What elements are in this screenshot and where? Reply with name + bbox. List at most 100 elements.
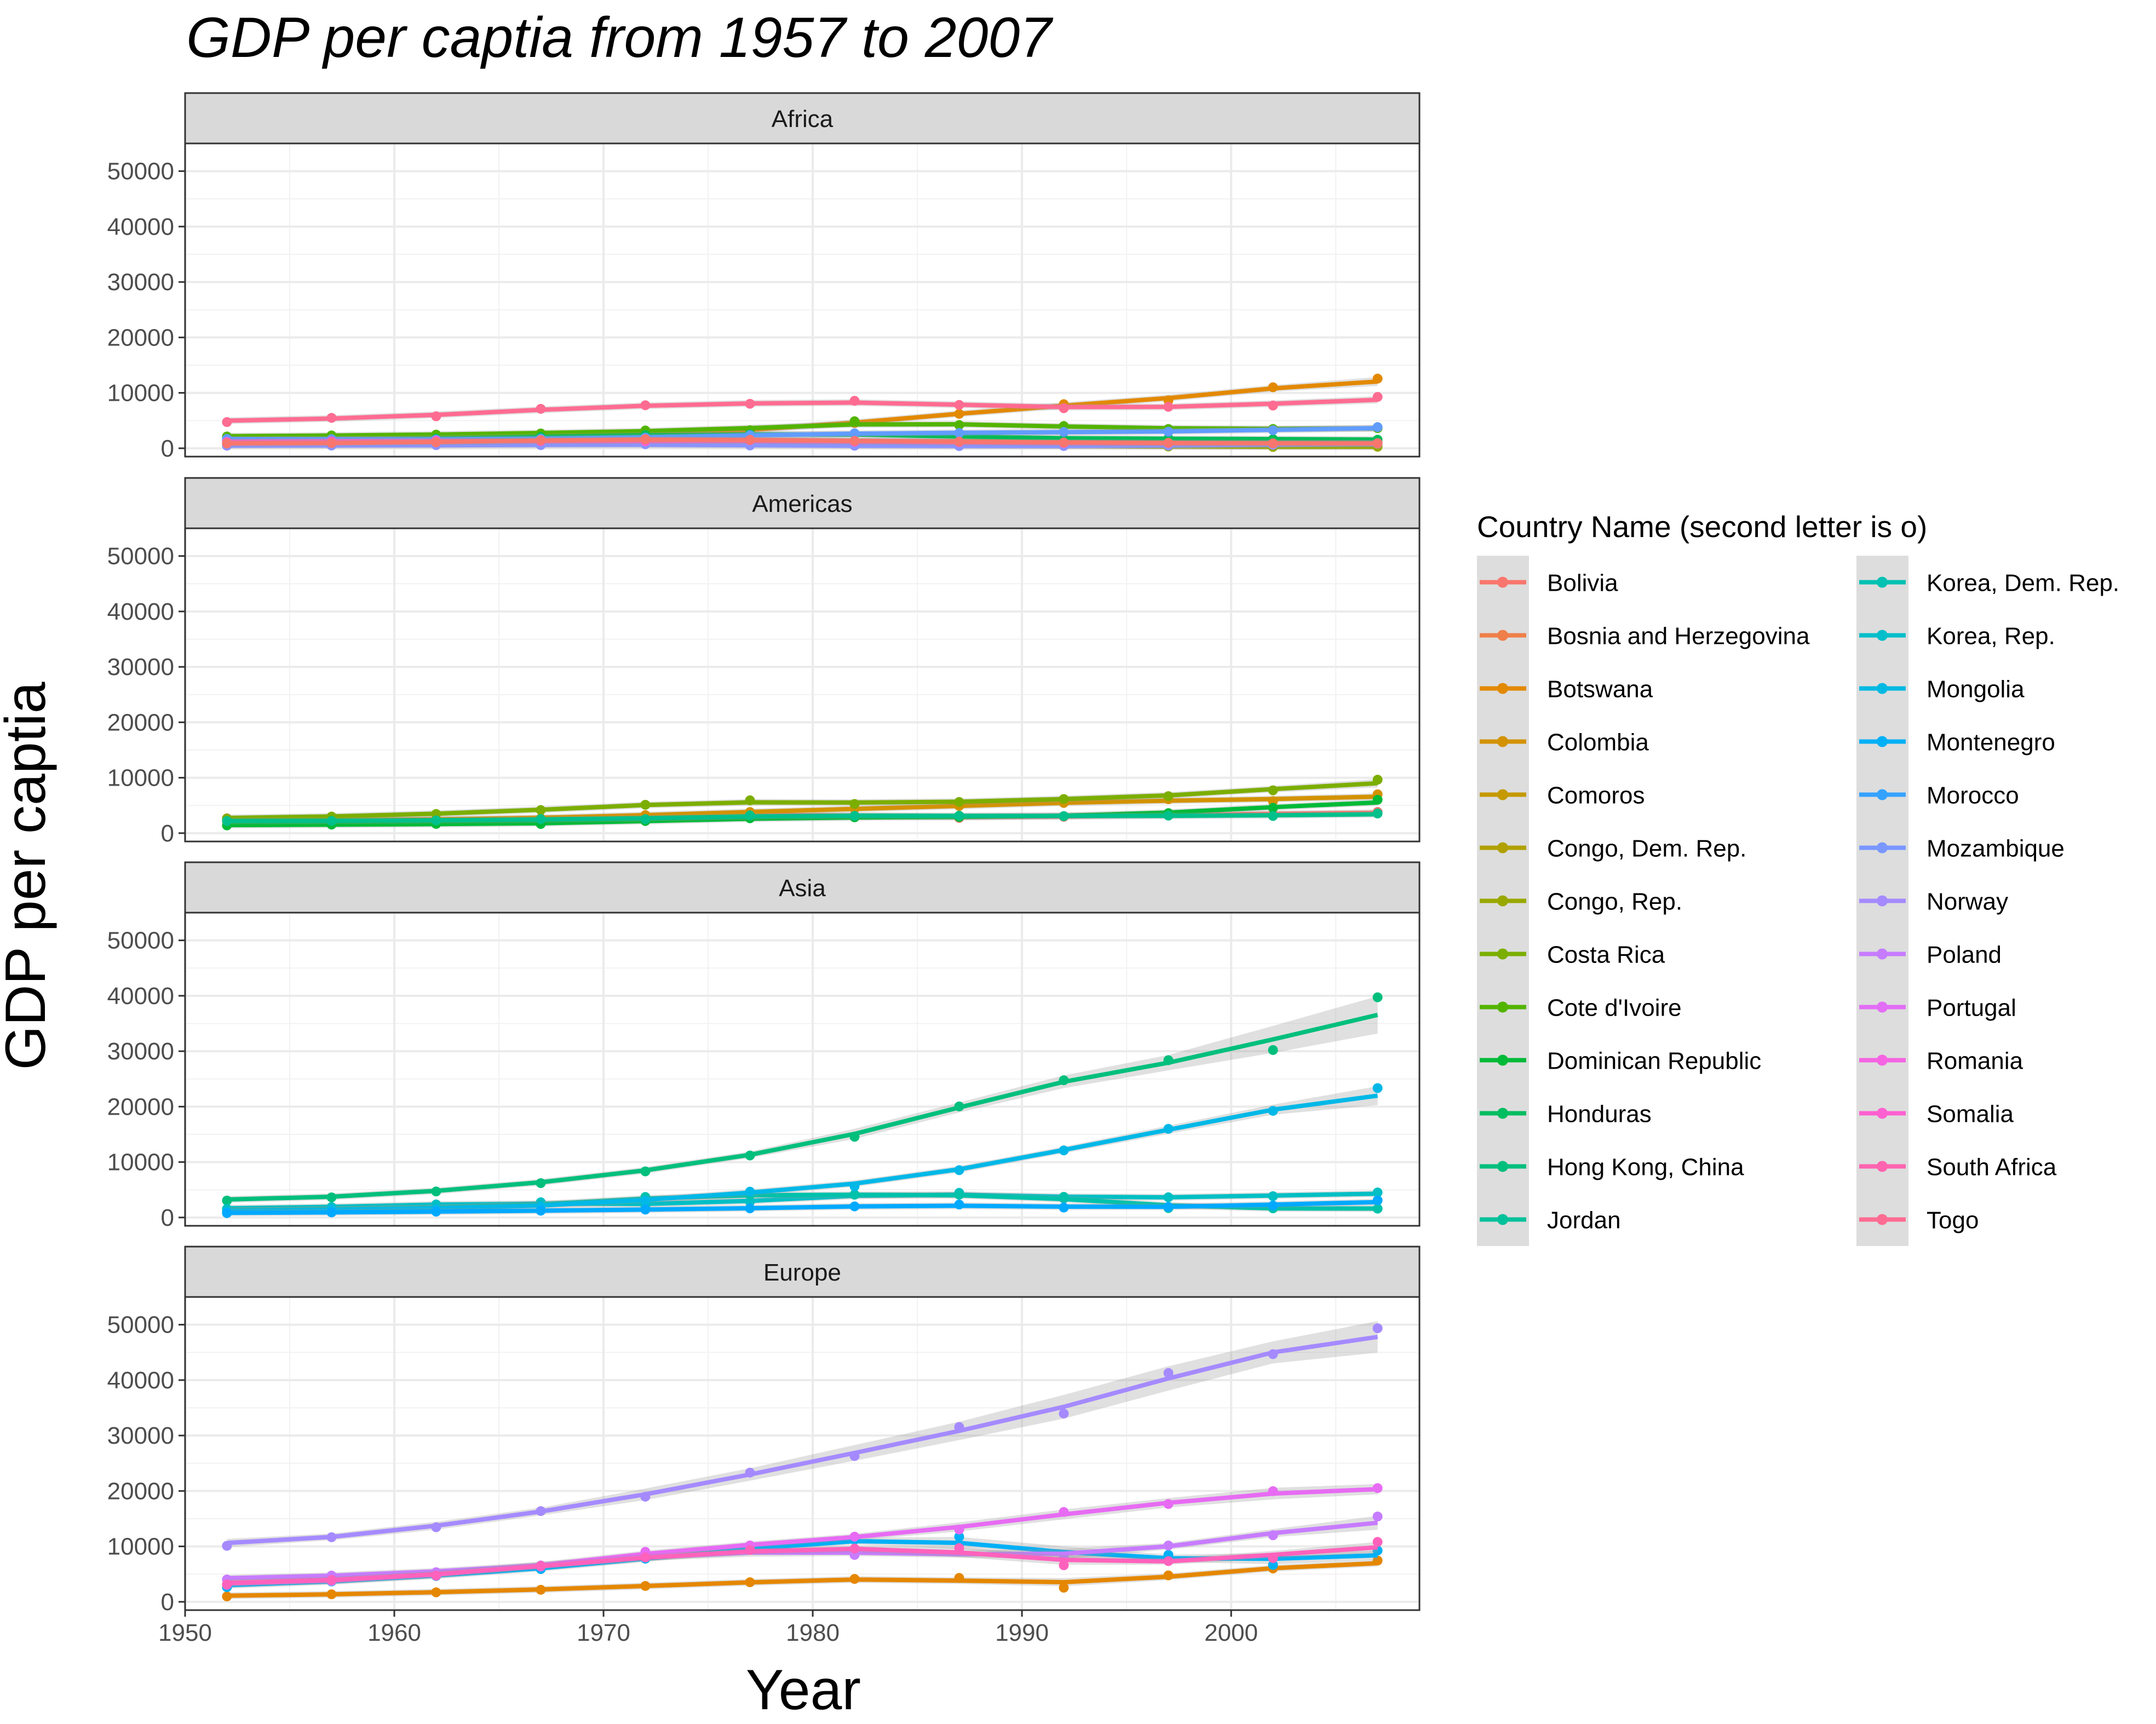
data-point [1372,373,1383,384]
data-point [954,428,964,438]
legend-key-point [1497,948,1508,960]
data-point [849,799,860,809]
legend-item-congo-dem-rep: Congo, Dem. Rep. [1480,835,1746,862]
data-point [745,1186,755,1197]
data-point [326,816,337,826]
data-point [431,1587,441,1598]
data-point [1163,1540,1174,1550]
data-point [431,1522,441,1532]
legend-item-hong-kong-china: Hong Kong, China [1480,1154,1744,1181]
y-tick-label: 50000 [107,1312,174,1339]
legend-label: Bosnia and Herzegovina [1547,623,1810,650]
data-point [640,434,651,445]
data-point [745,1467,755,1478]
data-point [1372,438,1383,448]
data-point [1268,1045,1278,1055]
data-point [1059,1507,1069,1517]
legend-item-somalia: Somalia [1859,1101,2014,1128]
data-point [431,437,441,448]
data-point [640,1204,651,1215]
trend-line [227,1334,1378,1546]
data-point [1059,426,1069,437]
data-point [536,1584,546,1595]
legend-title: Country Name (second letter is o) [1477,510,1927,544]
data-point [1372,1323,1383,1334]
data-point [1059,794,1069,804]
legend-key-point [1877,1054,1888,1066]
data-point [640,1196,651,1206]
plot-background [185,143,1419,457]
legend-key-point [1877,789,1888,800]
data-point [1268,1349,1278,1359]
y-tick-label: 40000 [107,1367,174,1394]
legend-label: Congo, Rep. [1547,889,1682,915]
legend-key-point [1877,576,1888,588]
y-tick-label: 10000 [107,1149,174,1176]
data-point [954,1200,964,1210]
data-point [1163,426,1174,437]
x-tick-label: 1990 [995,1619,1049,1646]
data-point [745,1150,755,1161]
y-tick-label: 20000 [107,709,174,736]
legend-item-mongolia: Mongolia [1859,676,2025,703]
panel-border [184,1296,1421,1611]
data-point [745,795,755,805]
grid-lines [184,528,1419,841]
data-point [536,1178,546,1189]
legend-label: Bolivia [1547,570,1618,597]
series-togo [222,434,1383,449]
x-tick-label: 1980 [786,1619,840,1646]
data-point [536,1506,546,1517]
data-point [222,439,232,449]
legend-key-point [1497,683,1508,694]
data-point [1059,1560,1069,1571]
legend-label: Morocco [1927,782,2019,809]
y-tick-label: 40000 [107,214,174,240]
data-point [1163,1556,1174,1566]
data-point [954,1524,964,1535]
legend-item-honduras: Honduras [1480,1101,1652,1128]
series-norway [222,1321,1383,1551]
data-point [431,1570,441,1581]
legend-key-point [1497,1001,1508,1013]
y-tick-label: 40000 [107,598,174,625]
trend-line [227,1545,1378,1585]
data-point [849,1451,860,1461]
legend-label: Somalia [1927,1101,2014,1128]
legend-item-dominican-republic: Dominican Republic [1480,1048,1761,1075]
data-point [954,400,964,410]
x-tick-label: 1970 [577,1619,630,1646]
legend-key-point [1877,895,1888,907]
legend-item-jordan: Jordan [1480,1207,1621,1234]
data-point [1163,402,1174,412]
trend-line [227,422,1378,439]
data-point [222,1579,232,1589]
data-point [1059,1075,1069,1086]
data-point [1059,1202,1069,1213]
data-point [640,400,651,411]
legend-label: Korea, Rep. [1927,623,2055,650]
trend-line [227,1191,1378,1211]
data-point [1268,1560,1278,1570]
data-point [640,1552,651,1562]
legend-label: Cote d'Ivoire [1547,995,1682,1022]
legend-key-point [1877,630,1888,641]
legend-item-south-africa: South Africa [1859,1154,2057,1181]
data-point [640,1581,651,1591]
facet-strip-label: Americas [752,491,852,517]
data-point [849,436,860,446]
panel-americas: Americas 0 10000 20000 30000 40000 50000 [107,477,1421,847]
legend-key-point [1497,576,1508,588]
legend-item-colombia: Colombia [1480,729,1649,756]
data-point [1372,422,1383,433]
grid-lines [184,143,1419,457]
data-point [1372,1555,1383,1566]
data-point [1163,1499,1174,1509]
data-point [326,1589,337,1600]
data-point [1268,1486,1278,1496]
data-point [849,428,860,439]
data-point [431,1186,441,1197]
data-point [1268,1553,1278,1563]
legend-key-point [1877,1108,1888,1119]
y-tick-label: 10000 [107,1533,174,1560]
